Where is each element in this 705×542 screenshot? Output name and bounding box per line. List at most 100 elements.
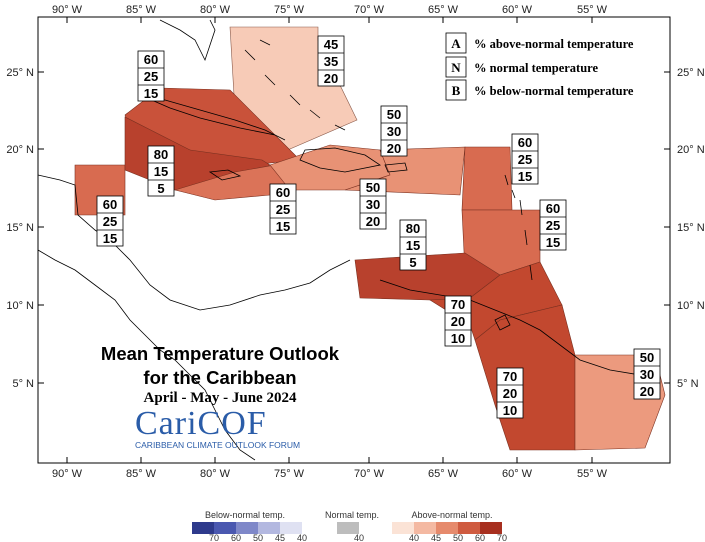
region-leeward: [461, 146, 513, 211]
lat-label: 20° N: [677, 144, 705, 156]
map-title: Mean Temperature Outlook: [100, 343, 340, 364]
key-text: % above-normal temperature: [474, 37, 634, 51]
prob-box-windward: 60 25 15: [539, 199, 567, 251]
prob-below: 15: [276, 219, 290, 234]
lat-labels-right: 25° N 20° N 15° N 10° N 5° N: [677, 67, 705, 390]
prob-normal: 35: [324, 54, 338, 69]
prob-below: 20: [324, 71, 338, 86]
prob-normal: 25: [103, 214, 117, 229]
prob-box-trinidad: 70 20 10: [444, 295, 472, 347]
lat-label: 25° N: [677, 67, 705, 79]
key-box: [445, 79, 467, 101]
lon-label: 70° W: [354, 468, 385, 480]
lon-label: 85° W: [126, 468, 157, 480]
prob-box-abc: 80 15 5: [399, 219, 427, 271]
prob-box-guyana: 70 20 10: [496, 367, 524, 419]
lat-label: 5° N: [12, 378, 34, 390]
lon-label: 85° W: [126, 4, 157, 16]
south-america-coast: [379, 279, 661, 386]
prob-normal: 15: [406, 238, 420, 253]
key-box: [445, 32, 467, 54]
key-box: [445, 56, 467, 78]
lat-label: 15° N: [677, 222, 705, 234]
prob-below: 10: [503, 403, 517, 418]
key-text: % normal temperature: [474, 61, 598, 75]
prob-above: 60: [546, 201, 560, 216]
pacific-coast: [37, 249, 256, 461]
forecast-period: April - May - June 2024: [143, 390, 297, 406]
above-scale-swatch: [480, 522, 502, 534]
scale-normal-title: Normal temp.: [324, 510, 379, 520]
below-scale-swatch: [214, 522, 236, 534]
prob-below: 20: [640, 384, 654, 399]
prob-box-french-guiana: 50 30 20: [633, 348, 661, 400]
lon-labels-top: 90° W 85° W 80° W 75° W 70° W 65° W 60° …: [52, 4, 608, 16]
below-scale-swatch: [258, 522, 280, 534]
key-letter: A: [451, 36, 461, 51]
map-subtitle: for the Caribbean: [143, 367, 297, 388]
lon-label: 75° W: [274, 4, 305, 16]
lat-label: 10° N: [6, 300, 34, 312]
lat-label: 15° N: [6, 222, 34, 234]
lon-label: 80° W: [200, 4, 231, 16]
lon-label: 60° W: [502, 468, 533, 480]
above-scale-tick: 45: [431, 533, 441, 542]
lon-label: 90° W: [52, 468, 83, 480]
below-scale-tick: 60: [231, 533, 241, 542]
caricof-logo: CariCOF CARIBBEAN CLIMATE OUTLOOK FORUM: [135, 405, 301, 451]
lon-label: 65° W: [428, 4, 459, 16]
above-scale-swatch: [458, 522, 480, 534]
prob-above: 60: [518, 135, 532, 150]
prob-box-jamaica-south: 60 25 15: [269, 183, 297, 235]
prob-below: 15: [546, 235, 560, 250]
below-scale-swatch: [280, 522, 302, 534]
lat-label: 5° N: [677, 378, 699, 390]
lon-labels-bottom: 90° W 85° W 80° W 75° W 70° W 65° W 60° …: [52, 468, 608, 480]
prob-below: 15: [103, 231, 117, 246]
prob-below: 5: [157, 181, 164, 196]
bahamas-islands: [244, 39, 346, 131]
jamaica-coast: [208, 169, 242, 181]
above-scale-tick: 60: [475, 533, 485, 542]
lon-label: 55° W: [577, 468, 608, 480]
lat-label: 20° N: [6, 144, 34, 156]
lon-label: 90° W: [52, 4, 83, 16]
below-scale-tick: 70: [209, 533, 219, 542]
below-scale-tick: 45: [275, 533, 285, 542]
lon-label: 65° W: [428, 468, 459, 480]
prob-box-belize: 60 25 15: [96, 195, 124, 247]
lat-labels-left: 25° N 20° N 15° N 10° N 5° N: [6, 67, 34, 390]
above-scale-tick: 40: [409, 533, 419, 542]
florida-coast: [159, 19, 216, 62]
prob-above: 45: [324, 37, 338, 52]
below-scale-swatch: [236, 522, 258, 534]
prob-box-hispaniola: 50 30 20: [380, 105, 408, 157]
logo-subtitle: CARIBBEAN CLIMATE OUTLOOK FORUM: [135, 440, 301, 450]
prob-below: 20: [366, 214, 380, 229]
lesser-antilles: [504, 174, 533, 281]
key-letter: B: [452, 83, 461, 98]
prob-above: 80: [154, 147, 168, 162]
above-scale-tick: 50: [453, 533, 463, 542]
prob-normal: 25: [276, 202, 290, 217]
prob-normal: 25: [546, 218, 560, 233]
above-scale-swatch: [414, 522, 436, 534]
puerto-rico-coast: [384, 162, 408, 173]
prob-normal: 25: [518, 152, 532, 167]
prob-box-jamaica: 80 15 5: [147, 145, 175, 197]
normal-scale-swatch: [337, 522, 359, 534]
prob-normal: 20: [503, 386, 517, 401]
prob-above: 60: [103, 197, 117, 212]
prob-below: 10: [451, 331, 465, 346]
prob-above: 50: [640, 350, 654, 365]
prob-above: 50: [366, 180, 380, 195]
color-scale: 70 60 50 45 40 40 40 45 50 60 70: [192, 522, 507, 542]
prob-normal: 15: [154, 164, 168, 179]
cuba-coast: [139, 94, 286, 141]
prob-normal: 30: [366, 197, 380, 212]
logo-name: CariCOF: [135, 405, 267, 442]
lat-label: 25° N: [6, 67, 34, 79]
prob-box-puerto-rico: 50 30 20: [359, 178, 387, 230]
lon-label: 70° W: [354, 4, 385, 16]
